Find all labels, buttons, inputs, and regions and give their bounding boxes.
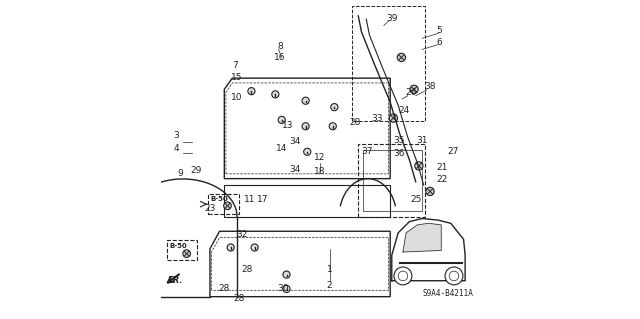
Text: 28: 28 (349, 118, 361, 127)
Text: 25: 25 (410, 195, 421, 204)
Text: 28: 28 (233, 294, 244, 303)
Circle shape (183, 250, 191, 257)
Circle shape (303, 148, 311, 155)
Circle shape (329, 123, 337, 130)
Text: 39: 39 (386, 14, 397, 23)
Circle shape (251, 244, 258, 251)
Circle shape (283, 286, 290, 293)
Circle shape (227, 244, 234, 251)
Text: 7: 7 (232, 61, 238, 70)
Text: 36: 36 (394, 149, 405, 158)
Circle shape (302, 123, 309, 130)
Circle shape (397, 53, 406, 62)
Text: 34: 34 (289, 165, 301, 174)
Text: 34: 34 (289, 137, 301, 146)
Circle shape (331, 104, 338, 111)
Text: 3: 3 (173, 131, 179, 140)
Polygon shape (403, 223, 441, 252)
Text: 4: 4 (173, 144, 179, 153)
Circle shape (415, 162, 423, 170)
Text: 22: 22 (436, 175, 447, 184)
Text: 13: 13 (282, 121, 294, 130)
Text: B-50: B-50 (169, 243, 187, 249)
Circle shape (445, 267, 463, 285)
Circle shape (278, 116, 285, 123)
Text: 24: 24 (398, 106, 409, 115)
Text: 26: 26 (405, 88, 417, 97)
Text: S9A4-B4211A: S9A4-B4211A (422, 289, 473, 298)
Text: 1: 1 (326, 265, 332, 274)
Text: FR.: FR. (168, 276, 184, 285)
Circle shape (389, 114, 397, 122)
Text: 6: 6 (436, 38, 442, 47)
Circle shape (272, 91, 279, 98)
Text: 17: 17 (257, 195, 268, 204)
Text: 2: 2 (327, 281, 332, 290)
Text: 12: 12 (314, 153, 326, 162)
Circle shape (248, 88, 255, 95)
Text: 29: 29 (190, 166, 201, 175)
Text: 9: 9 (177, 169, 183, 178)
Text: 33: 33 (372, 115, 383, 123)
Text: 35: 35 (394, 137, 405, 145)
Text: 32: 32 (236, 230, 248, 239)
Text: 23: 23 (204, 204, 216, 213)
Polygon shape (392, 219, 465, 281)
Text: 15: 15 (231, 73, 243, 82)
Text: B-50: B-50 (211, 197, 228, 202)
Circle shape (410, 85, 419, 93)
Circle shape (426, 187, 434, 196)
Text: 31: 31 (417, 137, 428, 145)
Text: 16: 16 (275, 53, 286, 62)
Text: 30: 30 (278, 284, 289, 293)
Text: 5: 5 (436, 26, 442, 35)
Text: 28: 28 (219, 284, 230, 293)
Text: 37: 37 (362, 147, 373, 156)
Text: 27: 27 (447, 147, 459, 156)
Text: 21: 21 (436, 163, 447, 172)
Text: 38: 38 (424, 82, 436, 91)
Circle shape (394, 267, 412, 285)
Circle shape (302, 97, 309, 104)
Text: 14: 14 (276, 144, 287, 153)
Text: 28: 28 (241, 265, 252, 274)
Text: 8: 8 (277, 42, 283, 51)
Circle shape (283, 271, 290, 278)
Text: 18: 18 (314, 167, 326, 176)
Circle shape (223, 202, 231, 210)
Text: 10: 10 (231, 93, 243, 102)
Text: 11: 11 (244, 195, 255, 204)
